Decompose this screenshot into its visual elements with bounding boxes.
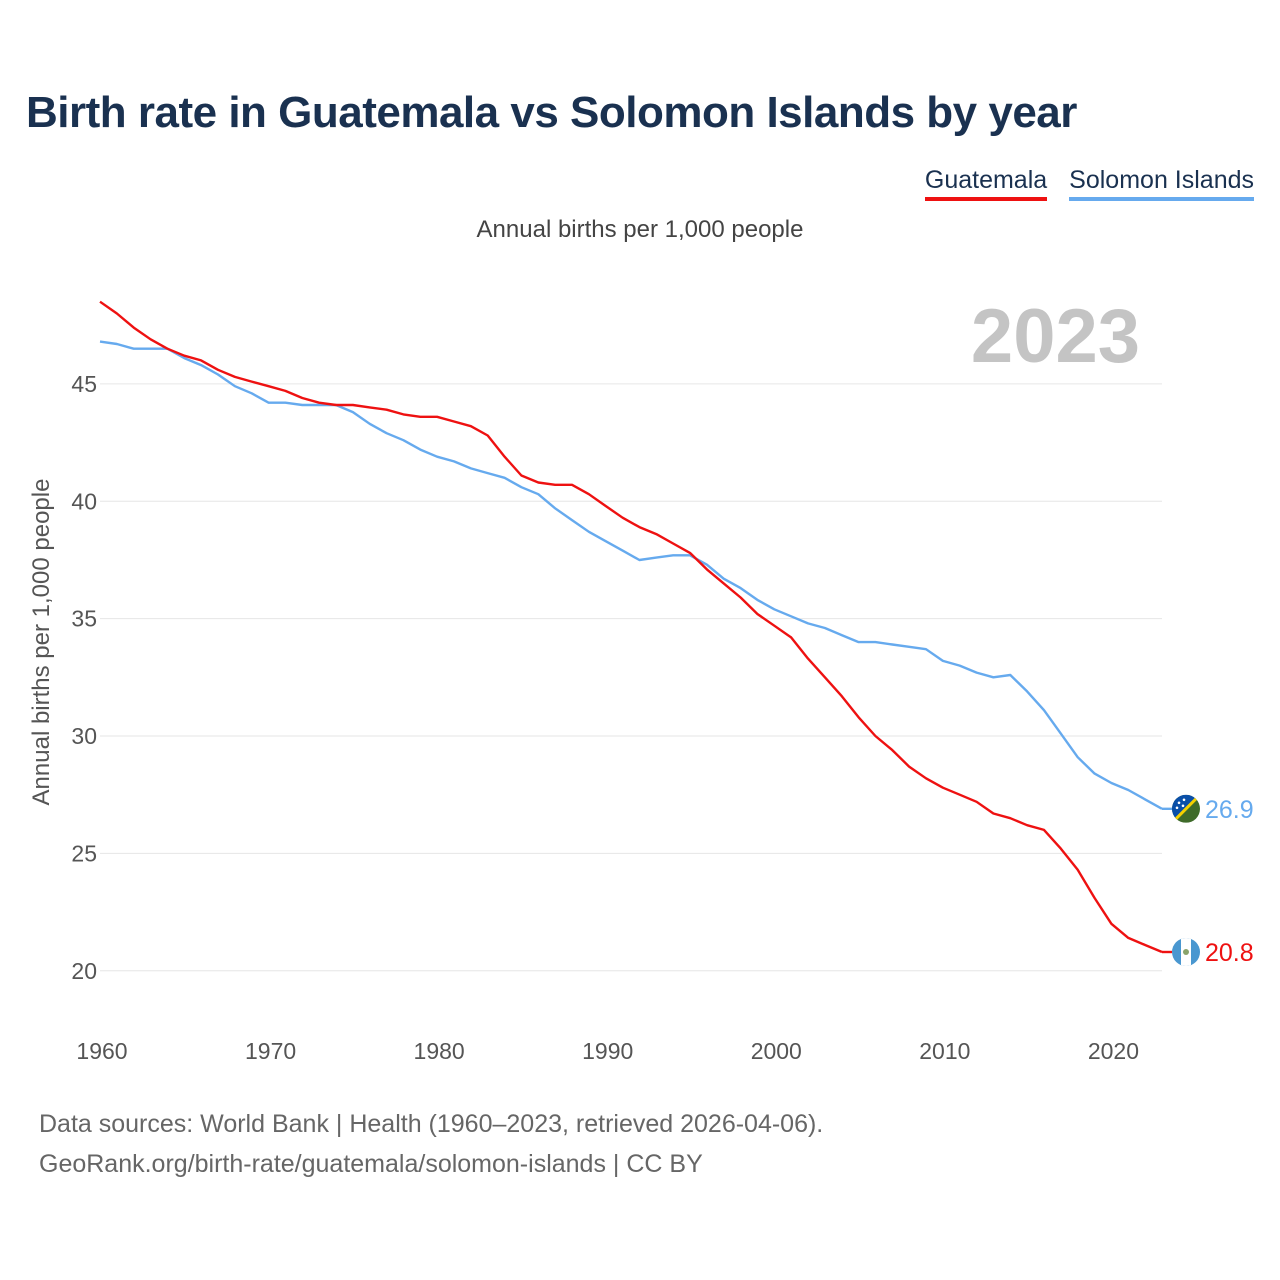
x-tick-label-1980: 1980 <box>414 1038 465 1064</box>
year-watermark: 2023 <box>971 294 1140 379</box>
chart-title: Birth rate in Guatemala vs Solomon Islan… <box>26 88 1077 137</box>
x-tick-label-2020: 2020 <box>1088 1038 1139 1064</box>
flag-icon-solomon-islands <box>1172 794 1200 823</box>
end-value-label-guatemala: 20.8 <box>1205 939 1254 967</box>
flag-icon-guatemala <box>1172 938 1200 967</box>
end-value-label-solomon-islands: 26.9 <box>1205 796 1254 824</box>
legend-item-guatemala[interactable]: Guatemala <box>924 166 1048 201</box>
footer: Data sources: World Bank | Health (1960–… <box>39 1104 823 1184</box>
y-tick-label-30: 30 <box>71 723 97 749</box>
y-tick-label-35: 35 <box>71 606 97 632</box>
x-tick-label-1960: 1960 <box>76 1038 127 1064</box>
x-tick-label-1990: 1990 <box>582 1038 633 1064</box>
y-tick-label-25: 25 <box>71 840 97 866</box>
legend-item-solomon-islands[interactable]: Solomon Islands <box>1069 166 1254 201</box>
source-url-text[interactable]: GeoRank.org/birth-rate/guatemala/solomon… <box>39 1150 703 1178</box>
y-tick-label-20: 20 <box>71 958 97 984</box>
chart-subtitle: Annual births per 1,000 people <box>476 216 804 243</box>
y-tick-label-45: 45 <box>71 371 97 397</box>
data-source-text: Data sources: World Bank | Health (1960–… <box>39 1110 824 1138</box>
series-line-guatemala <box>99 300 1163 954</box>
x-tick-label-1970: 1970 <box>245 1038 296 1064</box>
legend: Guatemala Solomon Islands <box>924 166 1254 201</box>
x-tick-label-2000: 2000 <box>751 1038 802 1064</box>
series-line-solomon-islands <box>99 340 1163 810</box>
x-tick-label-2010: 2010 <box>919 1038 970 1064</box>
y-tick-label-40: 40 <box>71 488 97 514</box>
